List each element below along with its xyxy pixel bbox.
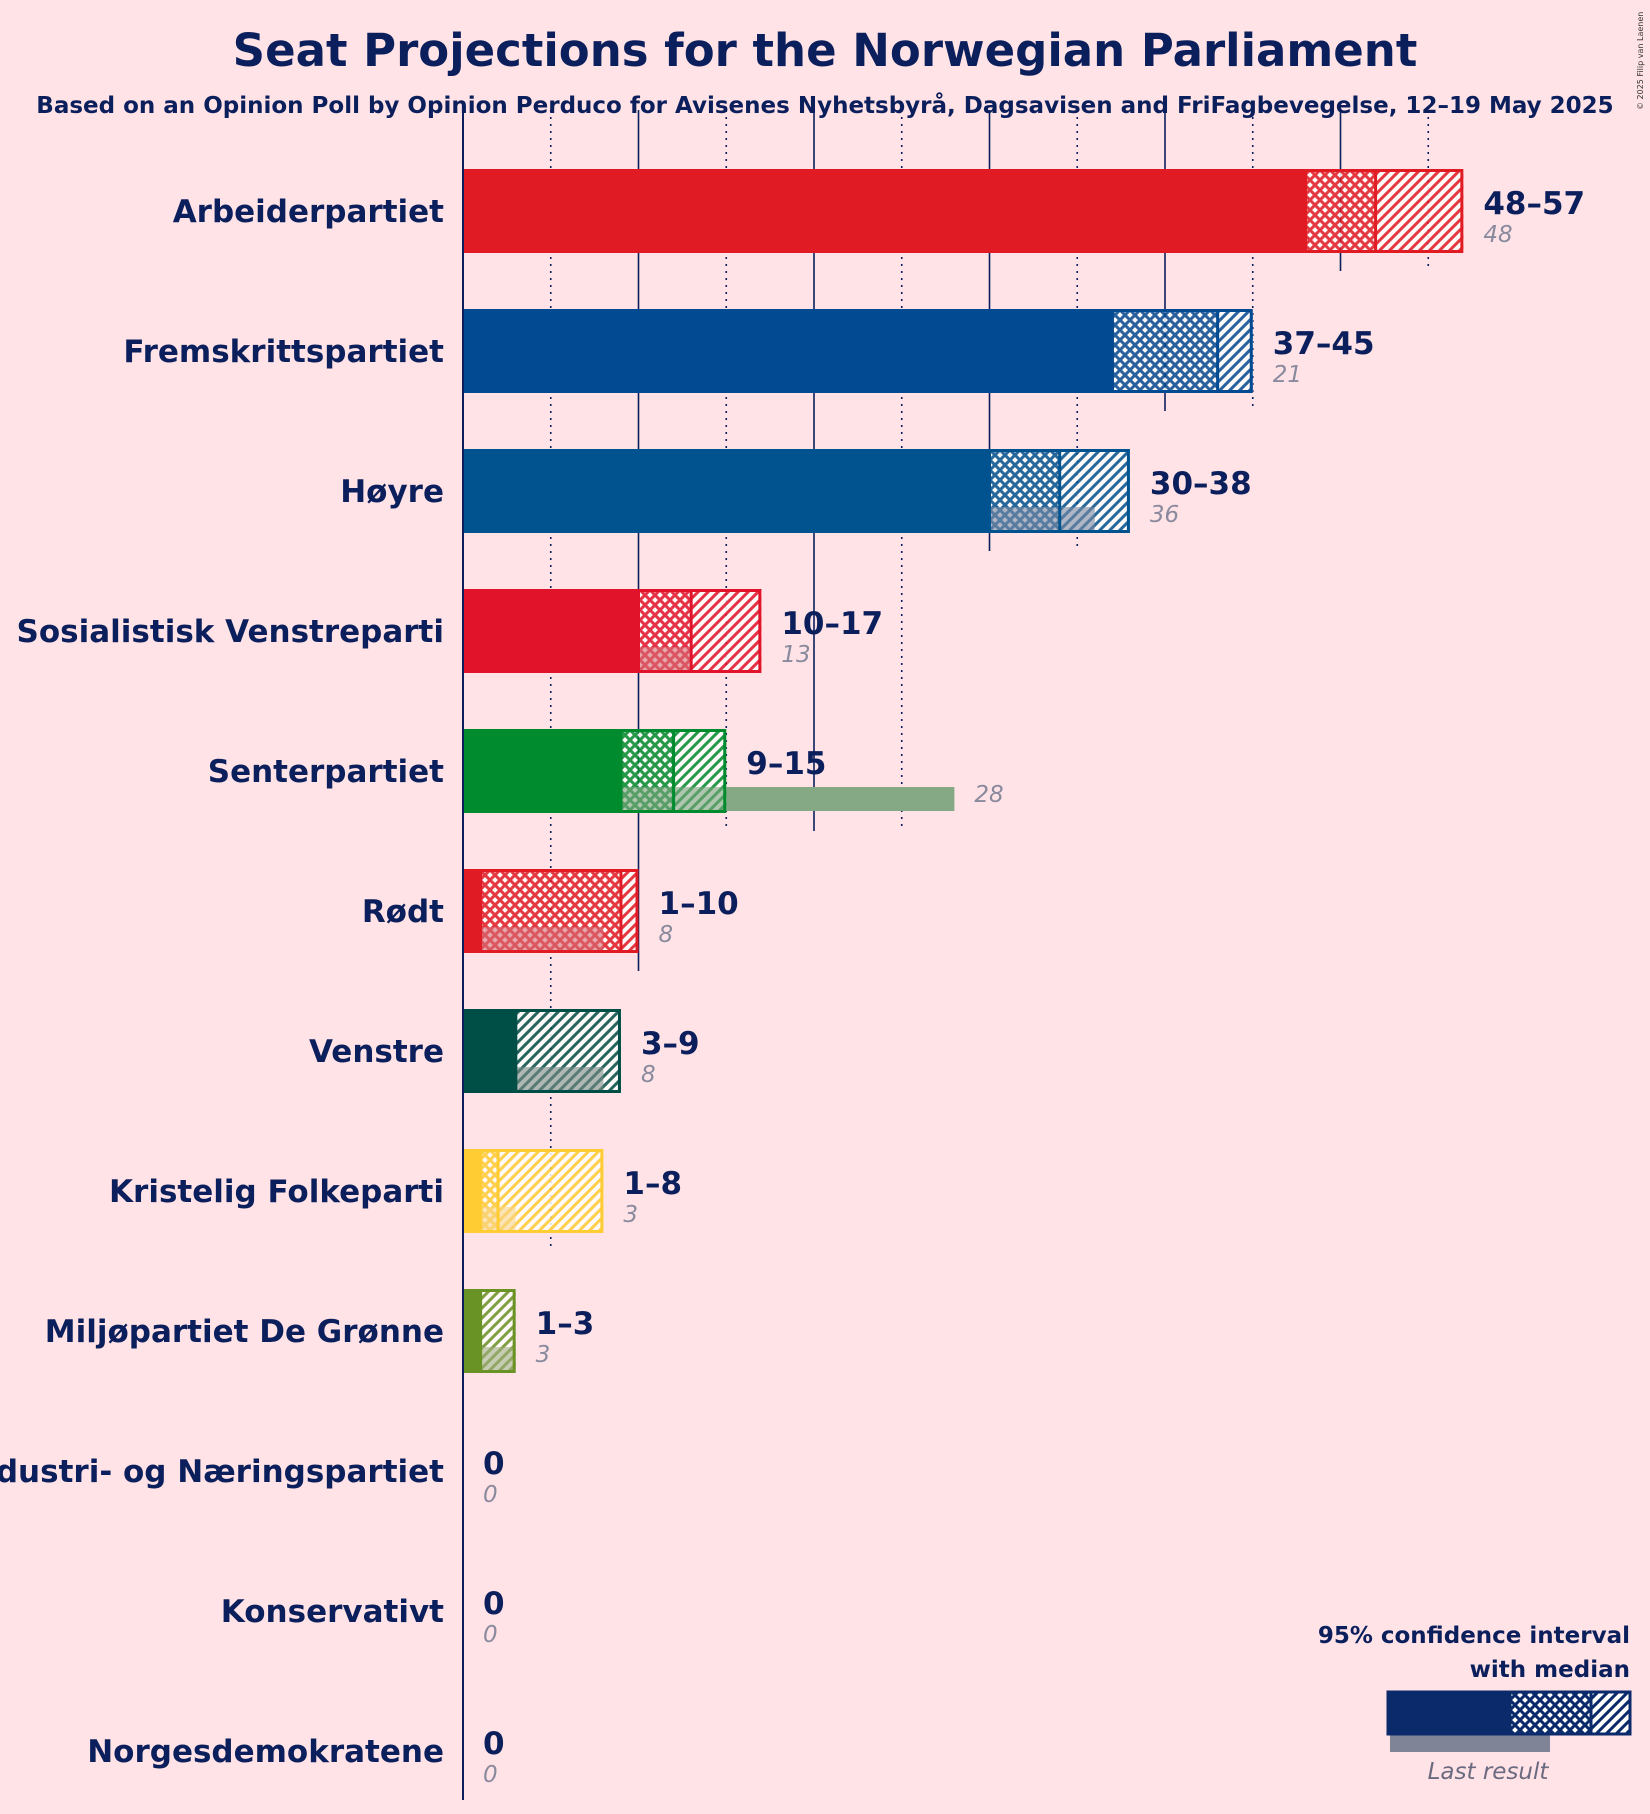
solid-bar [463,309,1113,393]
last-result-overlay [480,927,604,951]
party-row: Senterpartiet 9–15 28 [208,729,1004,813]
party-label: Norgesdemokratene [87,1734,444,1770]
range-label: 9–15 [746,746,826,782]
party-label: Miljøpartiet De Grønne [45,1314,444,1350]
solid-bar [463,449,990,533]
party-row: Norgesdemokratene 00 [87,1726,504,1788]
copyright-notice: © 2025 Filip van Laenen [1636,12,1645,110]
party-row: Miljøpartiet De Grønne 1–33 [45,1289,595,1373]
last-result-label: 0 [483,1482,498,1508]
party-row: Industri- og Næringspartiet 00 [0,1446,505,1508]
party-label: Høyre [340,474,444,510]
range-label: 48–57 [1483,186,1585,222]
party-label: Industri- og Næringspartiet [0,1454,444,1490]
range-label: 1–3 [536,1306,595,1342]
legend-line1: 95% confidence interval [1318,1623,1630,1649]
grid-lines [549,110,1430,1251]
range-label: 3–9 [641,1026,700,1062]
crosshatch-bar [1305,169,1376,253]
party-label: Rødt [362,894,444,930]
party-label: Konservativt [221,1594,444,1630]
chart-subtitle: Based on an Opinion Poll by Opinion Perd… [36,92,1613,119]
last-result-label: 0 [483,1762,498,1788]
solid-bar [463,169,1306,253]
range-label: 37–45 [1273,326,1375,362]
party-row: Rødt 1–108 [362,869,739,953]
last-result-label: 48 [1483,222,1512,248]
last-result-label: 8 [641,1062,656,1088]
last-result-label: 13 [781,642,810,668]
legend-solid-bar [1388,1692,1510,1734]
party-label: Arbeiderpartiet [173,194,444,230]
party-label: Kristelig Folkeparti [109,1174,444,1210]
solid-bar [463,1149,481,1233]
solid-bar [463,729,621,813]
solid-bar [463,869,481,953]
legend: 95% confidence interval with median Last… [1318,1623,1632,1785]
party-label: Venstre [309,1034,444,1070]
solid-bar [463,1009,516,1093]
last-result-label: 8 [659,922,674,948]
last-result-label: 28 [974,782,1003,808]
range-label: 0 [483,1586,505,1622]
legend-crosshatch-bar [1510,1692,1591,1734]
range-label: 1–10 [659,886,739,922]
party-row: Kristelig Folkeparti 1–83 [109,1149,682,1233]
last-result-label: 3 [623,1202,638,1228]
party-label: Fremskrittspartiet [123,334,444,370]
last-result-label: 0 [483,1622,498,1648]
last-result-overlay [515,1067,604,1091]
last-result-overlay [480,1347,516,1371]
diagonal-bar [691,589,762,673]
range-label: 1–8 [623,1166,682,1202]
diagonal-bar [1217,309,1253,393]
solid-bar [463,1289,481,1373]
legend-diagonal-bar [1591,1692,1630,1734]
last-result-label: 3 [536,1342,551,1368]
party-row: Venstre 3–98 [309,1009,700,1093]
legend-line2: with median [1470,1657,1630,1683]
party-label: Senterpartiet [208,754,444,790]
diagonal-bar [498,1149,604,1233]
diagonal-bar [620,869,639,953]
diagonal-bar [1375,169,1464,253]
last-result-overlay [638,647,692,671]
chart-title: Seat Projections for the Norwegian Parli… [233,24,1418,77]
last-result-overlay [989,507,1095,531]
last-result-label: 21 [1273,362,1302,388]
range-label: 30–38 [1150,466,1252,502]
solid-bar [463,589,639,673]
range-label: 0 [483,1446,505,1482]
range-label: 10–17 [781,606,883,642]
legend-last-result-label: Last result [1428,1759,1550,1785]
party-row: Konservativt 00 [221,1586,505,1648]
crosshatch-bar [1112,309,1218,393]
last-result-label: 36 [1150,502,1179,528]
party-label: Sosialistisk Venstreparti [17,614,444,650]
range-label: 0 [483,1726,505,1762]
